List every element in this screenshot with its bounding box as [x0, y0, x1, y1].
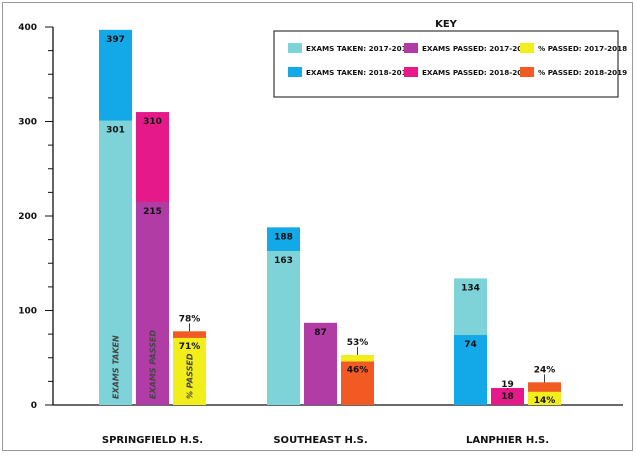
- data-label: 74: [464, 340, 477, 350]
- data-label: 78%: [179, 314, 201, 324]
- legend-swatch: [404, 67, 418, 77]
- legend-label: EXAMS PASSED: 2017-2018: [422, 44, 532, 53]
- data-label: 163: [274, 256, 293, 266]
- bar-pct-passed-front: [173, 337, 206, 405]
- data-label: 18: [501, 392, 514, 402]
- data-label: 46%: [347, 366, 369, 376]
- y-tick-label: 400: [18, 23, 37, 33]
- bar-exams-taken-front: [99, 120, 132, 406]
- data-label: 19: [501, 380, 514, 390]
- data-label: 397: [106, 35, 125, 45]
- legend-swatch: [288, 43, 302, 53]
- bar-tag: % PASSED: [186, 353, 195, 399]
- data-label: 24%: [534, 365, 556, 375]
- chart-frame: 0 100 200 300 400 397 301 310 215 78% 71% EXAMS TA…: [2, 2, 633, 451]
- data-label: 87: [314, 328, 327, 338]
- y-tick-label: 300: [18, 118, 37, 128]
- data-label: 14%: [534, 396, 556, 406]
- data-label: 215: [143, 207, 162, 217]
- legend-label: % PASSED: 2018-2019: [538, 68, 627, 77]
- legend-label: EXAMS TAKEN: 2017-2018: [306, 44, 412, 53]
- data-labels: 397 301 310 215 78% 71% EXAMS TAKEN EXAMS PASSE…: [106, 35, 555, 406]
- bar-chart: 0 100 200 300 400 397 301 310 215 78% 71% EXAMS TA…: [18, 19, 627, 446]
- bar-tag: EXAMS TAKEN: [112, 335, 121, 399]
- legend-label: EXAMS PASSED: 2018-2019: [422, 68, 532, 77]
- legend-swatch: [520, 67, 534, 77]
- data-label: 301: [106, 126, 125, 136]
- y-tick-label: 200: [18, 212, 37, 222]
- x-category-label: SPRINGFIELD H.S.: [102, 435, 203, 446]
- legend-swatch: [288, 67, 302, 77]
- legend-label: % PASSED: 2017-2018: [538, 44, 627, 53]
- data-label: 188: [274, 232, 293, 242]
- data-label: 310: [143, 117, 162, 127]
- legend: KEY EXAMS TAKEN: 2017-2018 EXAMS PASSED: 2…: [273, 19, 627, 98]
- data-label: 134: [461, 283, 480, 293]
- legend-box: [273, 30, 619, 98]
- x-category-label: SOUTHEAST H.S.: [273, 435, 367, 446]
- x-category-label: LANPHIER H.S.: [466, 435, 549, 446]
- bar-pct-passed-front: [341, 361, 374, 405]
- bar-exams-passed-front: [136, 201, 169, 405]
- bar-exams-taken-front: [454, 335, 487, 405]
- bar-exams-taken-front: [267, 250, 300, 405]
- legend-swatch: [520, 43, 534, 53]
- legend-label: EXAMS TAKEN: 2018-2019: [306, 68, 412, 77]
- data-label: 53%: [347, 338, 369, 348]
- bar-tag: EXAMS PASSED: [149, 330, 158, 399]
- data-label: 71%: [179, 342, 201, 352]
- x-category-labels: SPRINGFIELD H.S. SOUTHEAST H.S. LANPHIER H…: [102, 435, 549, 446]
- legend-title: KEY: [435, 19, 458, 30]
- bar-exams-passed: [304, 322, 337, 405]
- bar-exams-passed: [491, 387, 524, 405]
- bar-pct-passed-front: [528, 391, 561, 405]
- bars: [99, 29, 561, 406]
- y-tick-label: 100: [18, 307, 37, 317]
- legend-swatch: [404, 43, 418, 53]
- y-tick-label: 0: [31, 401, 37, 411]
